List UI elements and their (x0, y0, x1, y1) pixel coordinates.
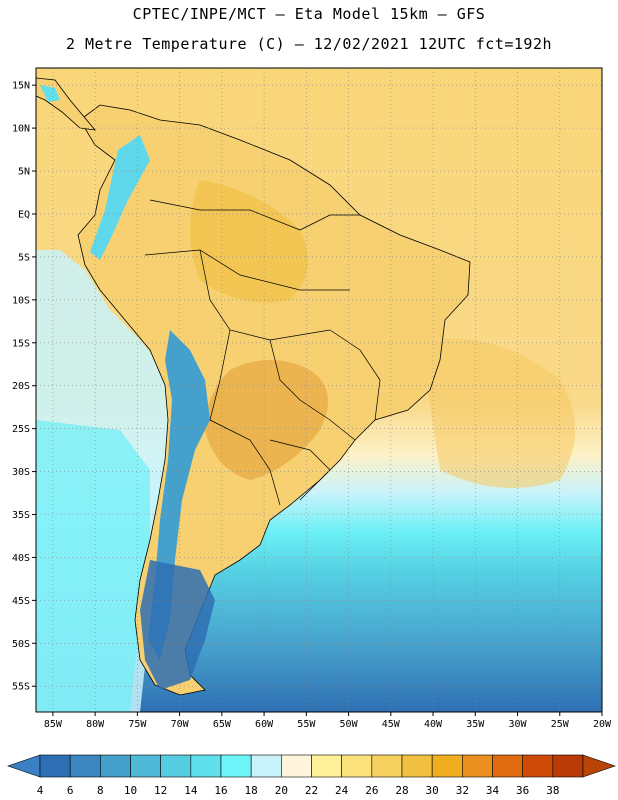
colorbar-label: 12 (154, 784, 167, 797)
colorbar-label: 26 (365, 784, 378, 797)
country-borders (144, 199, 381, 506)
colorbar-label: 22 (305, 784, 318, 797)
lon-tick-label: 80W (86, 719, 105, 730)
colorbar: 4 6 8 10 12 14 16 18 20 22 24 26 28 30 32 34 36 38 (7, 754, 616, 797)
lat-tick-label: 45S (12, 596, 30, 607)
colorbar-swatch (281, 754, 312, 778)
lat-tick-label: 10N (12, 124, 30, 135)
colorbar-label: 14 (184, 784, 198, 797)
colorbar-label: 10 (124, 784, 137, 797)
colorbar-label: 28 (395, 784, 408, 797)
colorbar-label: 30 (426, 784, 439, 797)
colorbar-swatch (431, 754, 463, 778)
lat-tick-label: 25S (12, 424, 30, 435)
lat-tick-label: 50S (12, 639, 30, 650)
andes-cold-strip (90, 135, 150, 260)
colorbar-label: 16 (214, 784, 227, 797)
colorbar-label: 34 (486, 784, 500, 797)
colorbar-label: 6 (67, 784, 74, 797)
colorbar-low-arrow (7, 754, 41, 778)
lat-tick-label: 40S (12, 553, 30, 564)
colorbar-label: 18 (245, 784, 258, 797)
lon-tick-label: 55W (297, 719, 316, 730)
colorbar-swatch (69, 754, 101, 778)
colorbar-label: 20 (275, 784, 288, 797)
lat-tick-label: 5N (18, 167, 30, 178)
central-america-cool (40, 85, 60, 102)
lon-tick-label: 25W (551, 719, 570, 730)
lat-tick-label: 10S (12, 295, 30, 306)
colorbar-swatch (522, 754, 554, 778)
colorbar-label: 8 (97, 784, 104, 797)
patagonia-cold (140, 560, 215, 690)
colorbar-swatch (401, 754, 433, 778)
colorbar-label: 4 (37, 784, 44, 797)
lon-tick-label: 75W (128, 719, 147, 730)
colorbar-swatch (311, 754, 342, 778)
colorbar-swatch (341, 754, 373, 778)
colorbar-swatch (462, 754, 493, 778)
lat-tick-label: 35S (12, 510, 30, 521)
northern-warm-region (190, 180, 308, 303)
colorbar-swatch (160, 754, 192, 778)
lat-tick-label: EQ (18, 209, 30, 220)
lat-tick-label: 15S (12, 338, 30, 349)
lat-tick-label: 20S (12, 381, 30, 392)
colorbar-swatch (371, 754, 403, 778)
lon-tick-label: 45W (382, 719, 401, 730)
lon-tick-label: 50W (340, 719, 359, 730)
lon-tick-label: 40W (424, 719, 443, 730)
atlantic-warm-plume (420, 338, 575, 488)
colorbar-swatch (130, 754, 161, 778)
lon-tick-label: 65W (213, 719, 232, 730)
colorbar-swatch (250, 754, 282, 778)
colorbar-swatch (492, 754, 523, 778)
colorbar-label: 38 (546, 784, 559, 797)
lon-tick-label: 70W (171, 719, 190, 730)
map-area (36, 68, 602, 712)
pacific-cool-band-2 (36, 420, 150, 712)
lon-tick-label: 60W (255, 719, 274, 730)
lat-tick-label: 15N (12, 81, 30, 92)
central-hot-region (205, 360, 328, 480)
axis-labels: 15N 10N 5N EQ 5S 10S 15S 20S 25S 30S 35S 40S 45S 50S 5… (12, 81, 612, 730)
colorbar-swatch (100, 754, 131, 778)
lon-tick-label: 35W (466, 719, 485, 730)
title-line-1: CPTEC/INPE/MCT – Eta Model 15km – GFS (132, 5, 486, 23)
colorbar-label: 36 (516, 784, 529, 797)
lon-tick-label: 85W (44, 719, 63, 730)
colorbar-high-arrow (582, 754, 616, 778)
colorbar-label: 32 (456, 784, 469, 797)
lat-tick-label: 30S (12, 467, 30, 478)
lat-tick-label: 55S (12, 682, 30, 693)
colorbar-swatch (220, 754, 252, 778)
map-frame (35, 67, 603, 713)
lat-tick-label: 5S (18, 252, 30, 263)
colorbar-swatch (190, 754, 222, 778)
colorbar-swatch (552, 754, 584, 778)
lon-tick-label: 30W (508, 719, 527, 730)
title-line-2: 2 Metre Temperature (C) – 12/02/2021 12U… (65, 35, 553, 53)
colorbar-label: 24 (335, 784, 349, 797)
colorbar-swatch (39, 754, 71, 778)
lon-tick-label: 20W (593, 719, 612, 730)
